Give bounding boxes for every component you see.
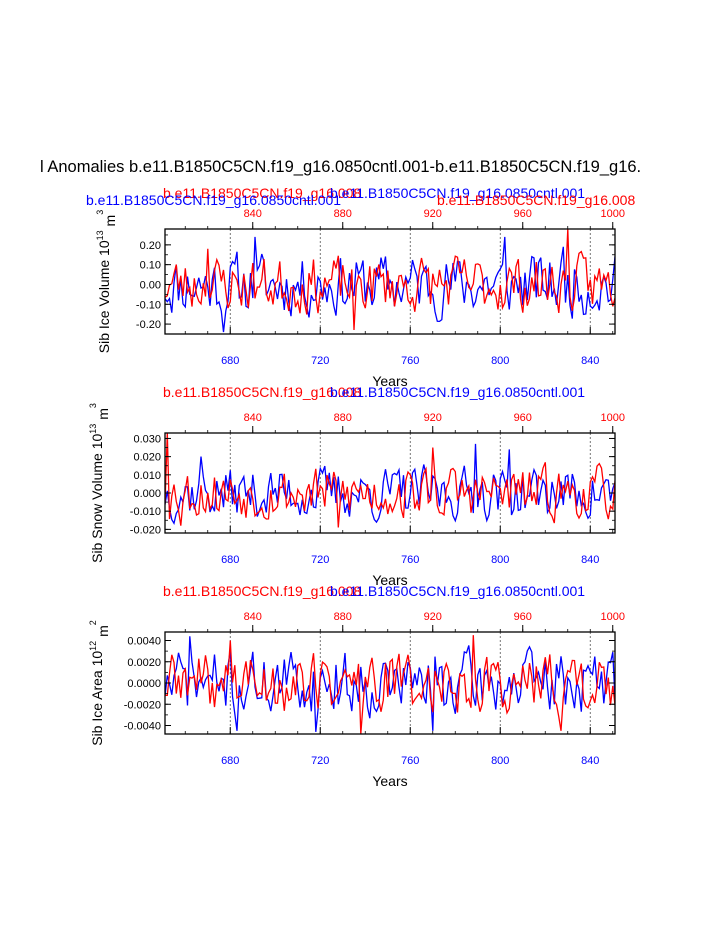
panel-ice-volume: -0.20 -0.10 0.00 0.10 0.20 680 720 760 800 840 840… [86, 185, 635, 389]
x-tick-label-top: 880 [334, 412, 352, 424]
y-tick-label: 0.030 [133, 433, 161, 445]
x-tick-label-bottom: 720 [311, 554, 329, 566]
panel-snow-volume: -0.020 -0.010 0.000 0.010 0.020 0.030 680 720 76… [88, 384, 625, 588]
x-tick-label-top: 920 [424, 208, 442, 220]
y-axis-label-part: m [102, 215, 118, 231]
y-tick-label: 0.0000 [127, 678, 161, 690]
plot-frame [164, 432, 616, 534]
x-tick-label-top: 840 [244, 412, 262, 424]
x-axis-label: Years [372, 572, 407, 588]
series-line-red [165, 433, 615, 528]
x-axis-label: Years [372, 773, 407, 789]
x-tick-label-top: 960 [514, 208, 532, 220]
y-tick-label: 0.20 [140, 240, 161, 252]
main-title: l Anomalies b.e11.B1850C5CN.f19_g16.0850… [40, 158, 641, 176]
y-tick-label: 0.0020 [127, 657, 161, 669]
x-tick-label-top: 960 [514, 611, 532, 623]
x-tick-label-bottom: 840 [581, 755, 599, 767]
x-tick-label-top: 880 [334, 611, 352, 623]
x-tick-label-bottom: 800 [491, 355, 509, 367]
y-tick-label: -0.020 [130, 524, 161, 536]
y-axis-label-part: Sib Snow Volume 10 [89, 433, 105, 562]
y-tick-label: 0.0040 [127, 636, 161, 648]
x-tick-label-bottom: 720 [311, 755, 329, 767]
series-line-blue [165, 636, 615, 732]
x-tick-label-top: 880 [334, 208, 352, 220]
x-tick-label-bottom: 800 [491, 554, 509, 566]
y-axis-label: Sib Snow Volume 1013 m3 [88, 403, 111, 563]
y-tick-label: -0.20 [136, 319, 161, 331]
x-axis-label: Years [372, 373, 407, 389]
x-tick-label-bottom: 680 [221, 355, 239, 367]
y-axis-label-part: Sib Ice Area 10 [89, 651, 105, 746]
x-tick-label-bottom: 720 [311, 355, 329, 367]
series-line-red [165, 229, 615, 331]
x-tick-label-top: 920 [424, 611, 442, 623]
x-tick-label-bottom: 760 [401, 355, 419, 367]
y-tick-label: -0.010 [130, 506, 161, 518]
y-axis-label-part: 12 [88, 641, 98, 651]
panels: -0.20 -0.10 0.00 0.10 0.20 680 720 760 800 840 840… [86, 185, 635, 789]
series-line-red [165, 635, 615, 734]
y-tick-label: -0.0020 [124, 699, 161, 711]
legend-red: b.e11.B1850C5CN.f19_g16.008 [163, 583, 361, 599]
x-tick-label-bottom: 840 [581, 554, 599, 566]
x-tick-label-top: 920 [424, 412, 442, 424]
legend-blue: b.e11.B1850C5CN.f19_g16.0850cntl.001 [330, 384, 585, 400]
legend-blue: b.e11.B1850C5CN.f19_g16.0850cntl.001 [330, 583, 585, 599]
y-tick-label: 0.00 [140, 279, 161, 291]
y-axis-label-part: 13 [88, 424, 98, 434]
y-tick-label: -0.10 [136, 299, 161, 311]
x-tick-label-bottom: 760 [401, 755, 419, 767]
panel-ice-area: -0.0040 -0.0020 0.0000 0.0020 0.0040 680 720 76… [88, 583, 625, 789]
y-axis-label-part: 13 [95, 230, 105, 240]
x-tick-label-top: 1000 [601, 611, 625, 623]
series-line-blue [165, 236, 615, 333]
legend-blue-left: b.e11.B1850C5CN.f19_g16.0850cntl.001 [86, 192, 341, 208]
x-tick-label-bottom: 760 [401, 554, 419, 566]
legend-red-right: b.e11.B1850C5CN.f19_g16.008 [437, 192, 635, 208]
y-axis-label-part: m [95, 625, 111, 641]
plot-frame [164, 228, 616, 335]
y-tick-label: 0.000 [133, 488, 161, 500]
y-axis-label: Sib Ice Volume 1013 m3 [95, 210, 118, 353]
y-axis-label-part: 3 [88, 403, 98, 408]
y-tick-label: 0.10 [140, 260, 161, 272]
x-tick-label-top: 840 [244, 208, 262, 220]
x-tick-label-top: 1000 [601, 208, 625, 220]
x-tick-label-top: 960 [514, 412, 532, 424]
y-tick-label: 0.010 [133, 470, 161, 482]
x-tick-label-bottom: 680 [221, 554, 239, 566]
y-axis-label-part: m [95, 408, 111, 424]
legend-red: b.e11.B1850C5CN.f19_g16.008 [163, 384, 361, 400]
y-axis-label-part: Sib Ice Volume 10 [96, 240, 112, 353]
series-line-blue [165, 443, 615, 526]
x-tick-label-bottom: 800 [491, 755, 509, 767]
x-tick-label-top: 1000 [601, 412, 625, 424]
y-tick-label: -0.0040 [124, 721, 161, 733]
y-axis-label: Sib Ice Area 1012 m2 [88, 620, 111, 746]
legend-red-top: b.e11.B1850C5CN.f19_g16.008 [163, 185, 361, 201]
y-axis-label-part: 3 [95, 210, 105, 215]
y-axis-label-part: 2 [88, 620, 98, 625]
x-tick-label-top: 840 [244, 611, 262, 623]
x-tick-label-bottom: 680 [221, 755, 239, 767]
y-tick-label: 0.020 [133, 452, 161, 464]
legend-blue-top: b.e11.B1850C5CN.f19_g16.0850cntl.001 [330, 185, 585, 201]
x-tick-label-bottom: 840 [581, 355, 599, 367]
